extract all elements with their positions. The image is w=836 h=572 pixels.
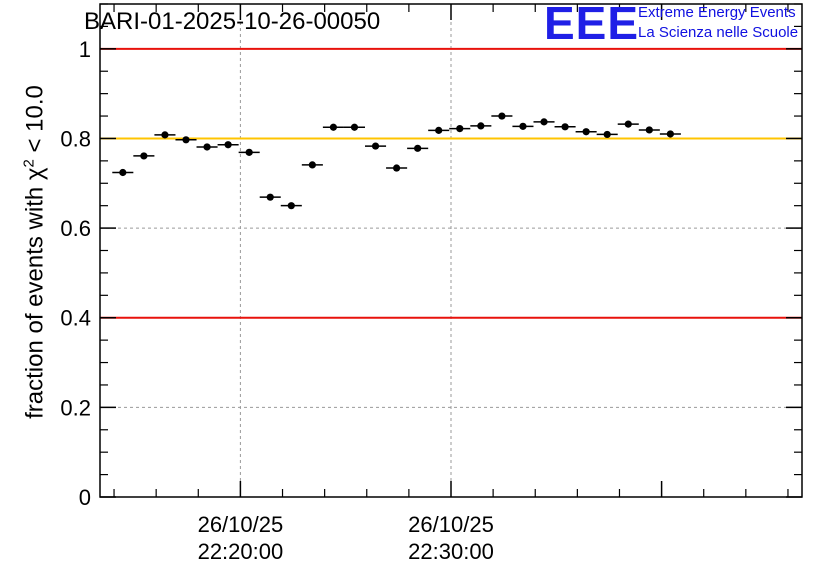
- data-point: [329, 123, 338, 131]
- axis-ticks: [100, 3, 802, 498]
- x-tick-label-date: 26/10/25: [198, 512, 284, 537]
- tick-labels: 00.20.40.60.8126/10/2522:20:0026/10/2522…: [60, 37, 493, 564]
- data-point: [182, 136, 190, 144]
- data-point: [119, 168, 127, 177]
- data-point: [456, 124, 464, 133]
- data-point: [477, 122, 485, 130]
- y-tick-label: 0.6: [60, 216, 91, 241]
- y-tick-label: 0.8: [60, 126, 91, 151]
- data-point: [371, 142, 380, 150]
- x-tick-label-date: 26/10/25: [408, 512, 494, 537]
- y-axis-label-exponent: 2: [20, 159, 38, 168]
- y-tick-label: 0: [79, 485, 91, 510]
- grid-layer: [100, 4, 802, 497]
- data-point: [624, 120, 632, 128]
- data-points: [112, 112, 681, 210]
- y-axis-label-symbol: χ: [21, 167, 49, 181]
- logo-line-2: La Scienza nelle Scuole: [638, 24, 799, 41]
- data-point: [245, 148, 253, 156]
- run-title: BARI-01-2025-10-26-00050: [84, 8, 381, 35]
- data-point: [161, 131, 169, 139]
- data-point: [435, 126, 443, 134]
- data-point: [519, 122, 527, 130]
- data-point: [666, 130, 674, 138]
- data-point: [350, 123, 359, 131]
- y-tick-label: 0.4: [60, 306, 91, 331]
- data-point: [140, 152, 148, 160]
- data-point: [308, 161, 316, 169]
- data-point: [392, 164, 401, 172]
- y-axis-label: fraction of events with χ2 < 10.0: [21, 85, 50, 419]
- logo-line-1: Extreme Energy Events: [638, 4, 796, 21]
- y-axis-label-suffix: < 10.0: [21, 85, 49, 160]
- data-point: [266, 193, 274, 201]
- data-point: [203, 143, 211, 151]
- eee-logo-mark: EEE: [544, 0, 640, 49]
- data-point: [287, 202, 295, 210]
- data-point: [540, 118, 548, 126]
- data-point: [645, 126, 653, 134]
- data-point: [603, 130, 611, 139]
- reference-lines: [100, 47, 802, 319]
- x-tick-label-time: 22:20:00: [198, 539, 284, 564]
- data-point: [582, 128, 590, 136]
- x-tick-label-time: 22:30:00: [408, 539, 494, 564]
- data-point: [414, 144, 422, 152]
- data-point: [561, 123, 569, 131]
- data-point: [498, 112, 506, 120]
- data-point: [224, 141, 232, 149]
- y-tick-label: 0.2: [60, 395, 91, 420]
- y-axis-label-prefix: fraction of events with: [21, 180, 49, 419]
- y-tick-label: 1: [79, 37, 91, 62]
